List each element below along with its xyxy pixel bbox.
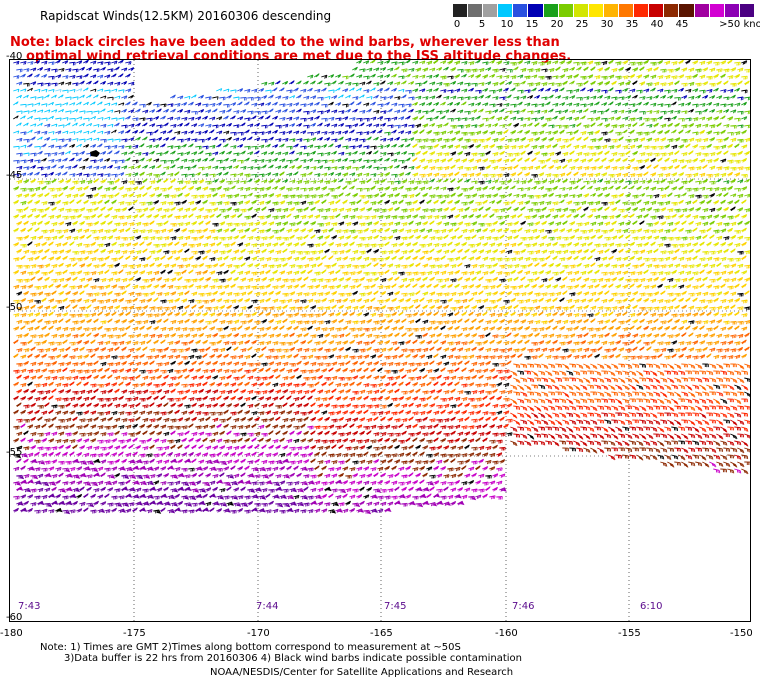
pass-time-label: 6:10 [640, 601, 663, 612]
contamination-note-line2: optimal wind retrieval conditions are me… [26, 49, 572, 64]
latitude-label: -50 [6, 302, 23, 313]
legend-label: 15 [525, 19, 539, 30]
legend-label: 45 [675, 19, 689, 30]
footer-note-line2: 3)Data buffer is 22 hrs from 20160306 4)… [64, 653, 522, 664]
legend-swatch [513, 4, 529, 17]
legend-swatch [453, 4, 469, 17]
longitude-label: -160 [495, 628, 518, 639]
legend-label: 40 [650, 19, 664, 30]
latitude-label: -55 [6, 447, 23, 458]
contamination-note-line1: Note: black circles have been added to t… [10, 35, 560, 50]
page-title: Rapidscat Winds(12.5KM) 20160306 descend… [40, 9, 332, 23]
legend-swatch [558, 4, 574, 17]
legend-swatch [709, 4, 725, 17]
wind-speed-legend: 0 5 10 15 20 25 30 35 40 45 >50 knots [453, 4, 760, 36]
legend-swatch [694, 4, 710, 17]
pass-time-label: 7:43 [18, 601, 41, 612]
wind-barb-map [9, 59, 751, 622]
legend-label: >50 knots [719, 19, 760, 30]
legend-label: 20 [550, 19, 564, 30]
legend-label: 0 [453, 19, 461, 30]
latitude-label: -60 [6, 612, 23, 623]
longitude-label: -170 [247, 628, 270, 639]
legend-label: 35 [625, 19, 639, 30]
latitude-label: -45 [6, 170, 23, 181]
longitude-label: -165 [370, 628, 393, 639]
legend-swatch [483, 4, 499, 17]
legend-swatch [543, 4, 559, 17]
legend-swatch [619, 4, 635, 17]
legend-labels: 0 5 10 15 20 25 30 35 40 45 >50 knots [453, 17, 760, 31]
island-landmass [90, 150, 100, 157]
legend-swatch [679, 4, 695, 17]
legend-swatch [588, 4, 604, 17]
longitude-label: -175 [123, 628, 146, 639]
legend-swatch [664, 4, 680, 17]
longitude-label: -155 [618, 628, 641, 639]
legend-color-bar [453, 4, 755, 17]
wind-barbs [13, 60, 750, 515]
longitude-label: -150 [730, 628, 753, 639]
wind-barb-field [10, 60, 750, 621]
legend-swatch [498, 4, 514, 17]
legend-swatch [603, 4, 620, 17]
legend-swatch [634, 4, 650, 17]
pass-time-label: 7:44 [256, 601, 279, 612]
legend-swatch [739, 4, 755, 17]
legend-swatch [468, 4, 484, 17]
footer-note-line1: Note: 1) Times are GMT 2)Times along bot… [40, 642, 461, 653]
pass-time-label: 7:46 [512, 601, 535, 612]
legend-label: 10 [500, 19, 514, 30]
legend-swatch [528, 4, 544, 17]
legend-label: 30 [600, 19, 614, 30]
legend-swatch [724, 4, 740, 17]
footer-credit: NOAA/NESDIS/Center for Satellite Applica… [210, 667, 514, 678]
latitude-label: -40 [6, 51, 23, 62]
legend-swatch [649, 4, 665, 17]
legend-swatch [573, 4, 589, 17]
pass-time-label: 7:45 [384, 601, 407, 612]
legend-label: 5 [478, 19, 486, 30]
legend-label: 25 [575, 19, 589, 30]
longitude-label: -180 [0, 628, 23, 639]
